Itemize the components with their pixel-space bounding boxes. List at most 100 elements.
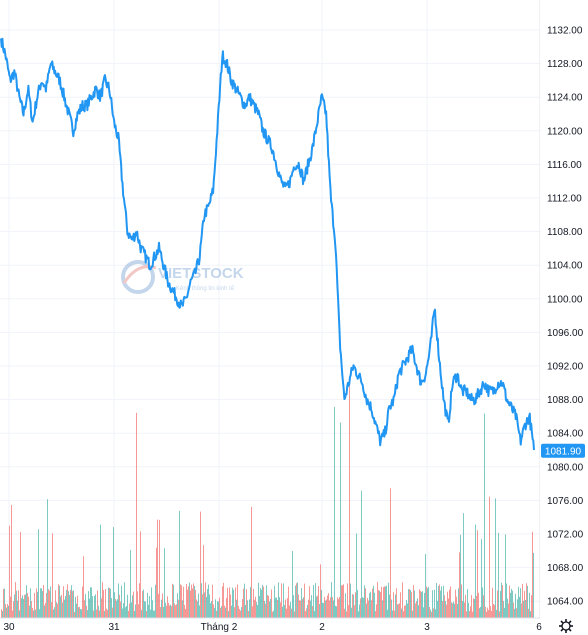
- volume-bar: [519, 596, 520, 618]
- volume-bar: [131, 602, 132, 618]
- volume-bar: [161, 599, 162, 618]
- volume-bar: [55, 590, 56, 618]
- volume-bar: [524, 590, 525, 618]
- volume-bar: [224, 605, 225, 618]
- volume-bar: [408, 589, 409, 618]
- volume-bar: [530, 611, 531, 618]
- volume-bar: [159, 519, 160, 618]
- volume-bar: [114, 592, 115, 618]
- volume-bar: [329, 600, 330, 618]
- volume-bar: [441, 586, 442, 618]
- y-tick-label: 1080.00: [547, 462, 584, 473]
- volume-bar: [221, 606, 222, 618]
- volume-bar: [495, 498, 496, 618]
- volume-bar: [479, 608, 480, 618]
- price-axis: 1132.00 1128.00 1124.00 1120.00 1116.00 1112.…: [547, 26, 584, 608]
- volume-bar: [8, 605, 9, 618]
- volume-bar: [261, 589, 262, 618]
- last-price-badge: 1081.90: [541, 443, 585, 458]
- volume-bar: [405, 605, 406, 618]
- volume-bar: [1, 609, 2, 618]
- volume-bar: [62, 602, 63, 618]
- volume-bar: [199, 605, 200, 618]
- volume-bar: [136, 412, 137, 618]
- volume-bar: [133, 591, 134, 618]
- volume-bar: [275, 597, 276, 618]
- volume-bar: [362, 597, 363, 618]
- volume-bar: [211, 601, 212, 618]
- volume-bar: [35, 609, 36, 618]
- volume-bar: [430, 609, 431, 618]
- volume-bar: [525, 599, 526, 618]
- volume-bar: [267, 594, 268, 618]
- volume-bar: [121, 585, 122, 618]
- volume-bar: [148, 604, 149, 618]
- volume-bar: [191, 584, 192, 618]
- volume-bar: [464, 602, 465, 618]
- volume-bar: [459, 552, 460, 618]
- volume-bar: [207, 589, 208, 618]
- volume-bar: [36, 588, 37, 618]
- volume-bar: [86, 605, 87, 618]
- volume-bar: [235, 587, 236, 618]
- volume-bar: [29, 605, 30, 618]
- volume-bar: [299, 600, 300, 618]
- volume-bar: [527, 585, 528, 618]
- volume-bar: [80, 609, 81, 618]
- volume-bar: [438, 585, 439, 618]
- volume-bar: [139, 583, 140, 618]
- volume-bar: [468, 602, 469, 618]
- volume-bar: [376, 604, 377, 618]
- volume-bar: [364, 585, 365, 618]
- volume-bar: [97, 590, 98, 618]
- volume-bar: [463, 513, 464, 618]
- volume-bar: [23, 599, 24, 618]
- volume-bar: [367, 597, 368, 618]
- volume-bar: [337, 597, 338, 618]
- volume-bar: [76, 603, 77, 618]
- volume-bar: [344, 608, 345, 618]
- volume-bar: [194, 586, 195, 618]
- volume-bar: [460, 534, 461, 618]
- volume-bar: [418, 605, 419, 618]
- volume-bar: [381, 586, 382, 618]
- volume-bar: [69, 594, 70, 618]
- volume-bar: [325, 600, 326, 618]
- watermark-brand: VIETSTOCK: [158, 265, 244, 282]
- volume-bar: [237, 584, 238, 618]
- volume-bar: [355, 592, 356, 618]
- volume-bar: [81, 609, 82, 618]
- volume-bar: [520, 588, 521, 618]
- volume-bar: [399, 603, 400, 618]
- volume-bar: [437, 601, 438, 618]
- volume-bar: [46, 593, 47, 618]
- volume-bar: [366, 603, 367, 618]
- volume-bar: [533, 552, 534, 618]
- volume-bar: [18, 590, 19, 618]
- gear-icon[interactable]: [559, 619, 573, 633]
- x-tick-label: 2: [319, 622, 325, 633]
- volume-bar: [389, 594, 390, 618]
- volume-bar: [526, 583, 527, 618]
- volume-bar: [476, 595, 477, 618]
- volume-bar: [44, 605, 45, 618]
- volume-bar: [312, 606, 313, 618]
- volume-bar: [469, 611, 470, 618]
- volume-bar: [5, 603, 6, 618]
- volume-bar: [183, 586, 184, 618]
- volume-bar: [242, 598, 243, 618]
- volume-bar: [215, 599, 216, 618]
- volume-bar: [427, 588, 428, 618]
- volume-bar: [240, 610, 241, 618]
- volume-bar: [451, 602, 452, 618]
- volume-bar: [132, 595, 133, 618]
- x-tick-label: 3: [424, 622, 430, 633]
- watermark-globe-icon: [121, 260, 155, 294]
- volume-bar: [181, 585, 182, 618]
- volume-bar: [43, 585, 44, 618]
- volume-bar: [158, 593, 159, 618]
- volume-bar: [348, 605, 349, 618]
- volume-bar: [13, 601, 14, 618]
- volume-bar: [85, 593, 86, 618]
